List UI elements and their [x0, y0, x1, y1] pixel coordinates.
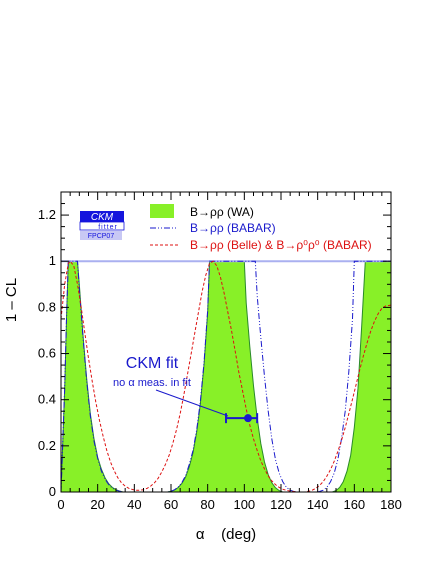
y-tick-label: 0.8: [38, 299, 56, 314]
x-tick-label: 100: [233, 497, 255, 512]
logo-top-block: [80, 211, 124, 222]
y-tick-label: 1.2: [38, 207, 56, 222]
fit-point: [244, 414, 252, 423]
logo-bottom-block: [80, 231, 122, 240]
fit-label: CKM fit: [126, 355, 179, 372]
fit-annotation: CKM fit no α meas. in fit: [113, 355, 229, 417]
logo-text-fpcp07: FPCP07: [88, 233, 115, 240]
x-tick-label: 40: [127, 497, 141, 512]
x-tick-label: 80: [200, 497, 214, 512]
legend: B→ρρ (WA) B→ρρ (BABAR) B→ρρ (Belle) & B→…: [150, 204, 372, 252]
series-babar-line: [61, 260, 391, 492]
legend-label-belle: B→ρρ (Belle) & B→ρ⁰ρ⁰ (BABAR): [190, 238, 372, 252]
y-tick-label: 0.6: [38, 346, 56, 361]
x-tick-label: 0: [57, 497, 64, 512]
series-belle-line: [61, 260, 391, 492]
x-tick-label: 20: [90, 497, 104, 512]
legend-swatch-wa: [150, 204, 174, 218]
ckmfitter-logo: CKM fitter FPCP07: [79, 211, 125, 240]
logo-mid-block: [79, 221, 125, 231]
x-tick-label: 120: [270, 497, 292, 512]
plot-area: [61, 260, 391, 492]
x-axis-title: α (deg): [196, 526, 256, 543]
x-tick-label: 140: [307, 497, 329, 512]
y-tick-label: 0.2: [38, 438, 56, 453]
logo-text-fitter: fitter: [98, 224, 118, 231]
axes: 0 20 40 60 80 100 120 140 160 180 0 0.2 0.4 0.6 0.8 1 1.…: [3, 191, 402, 543]
fit-pointer-line: [155, 389, 229, 417]
x-tick-label: 180: [380, 497, 402, 512]
logo-text-ckm: CKM: [91, 212, 114, 223]
x-tick-label: 60: [164, 497, 178, 512]
series-wa-area: [61, 261, 391, 492]
y-axis-title: 1 – CL: [3, 278, 20, 322]
y-tick-label: 0: [49, 484, 56, 499]
legend-label-wa: B→ρρ (WA): [190, 205, 254, 219]
x-tick-label: 160: [343, 497, 365, 512]
legend-label-babar: B→ρρ (BABAR): [190, 221, 276, 235]
series-group: [61, 260, 391, 492]
fit-sublabel: no α meas. in fit: [113, 377, 191, 389]
y-tick-label: 1: [49, 253, 56, 268]
y-tick-label: 0.4: [38, 392, 56, 407]
